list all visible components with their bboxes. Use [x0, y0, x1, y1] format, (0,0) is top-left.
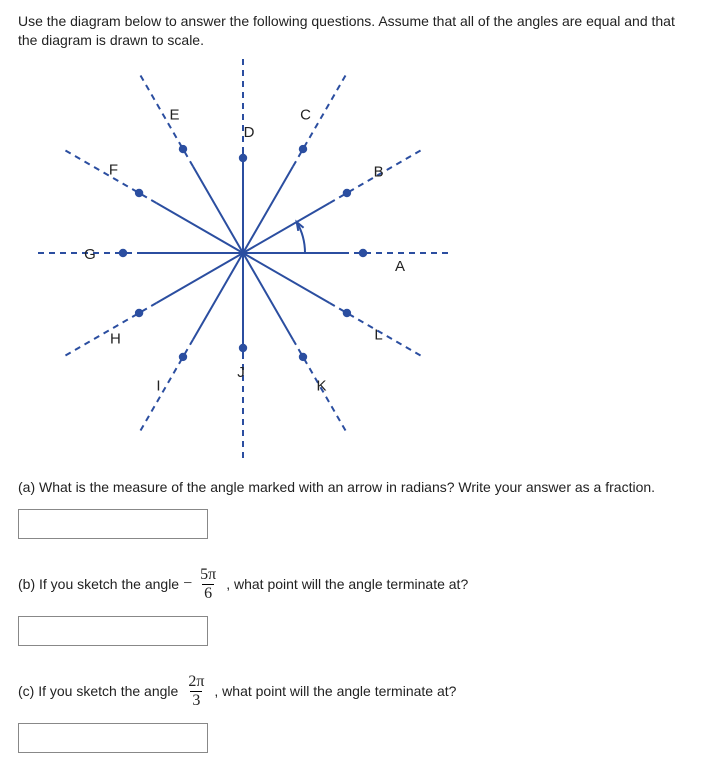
question-c-fraction: 2π 3	[186, 674, 206, 709]
question-c-num: 2π	[186, 674, 206, 691]
question-c-prefix: (c) If you sketch the angle	[18, 683, 178, 699]
svg-text:L: L	[374, 326, 382, 343]
question-c: (c) If you sketch the angle 2π 3 , what …	[18, 674, 695, 709]
svg-text:B: B	[374, 163, 384, 180]
question-a-text: (a) What is the measure of the angle mar…	[18, 479, 655, 495]
svg-text:A: A	[395, 258, 405, 275]
question-b-prefix: (b) If you sketch the angle	[18, 576, 179, 592]
question-b-den: 6	[202, 584, 214, 602]
question-b-num: 5π	[198, 567, 218, 584]
svg-text:H: H	[110, 330, 121, 347]
instructions-text: Use the diagram below to answer the foll…	[18, 12, 695, 50]
question-b-suffix: , what point will the angle terminate at…	[226, 576, 468, 592]
svg-text:E: E	[169, 106, 179, 123]
question-a: (a) What is the measure of the angle mar…	[18, 479, 695, 495]
svg-text:C: C	[300, 106, 311, 123]
angle-diagram: A B C D E F G H I J K L	[18, 58, 695, 461]
answer-b-input[interactable]	[18, 616, 208, 646]
question-b-sign: −	[183, 575, 192, 593]
svg-text:I: I	[156, 377, 160, 394]
question-b-fraction: 5π 6	[198, 567, 218, 602]
question-c-suffix: , what point will the angle terminate at…	[214, 683, 456, 699]
question-c-den: 3	[190, 691, 202, 709]
svg-text:D: D	[244, 124, 255, 141]
svg-text:K: K	[316, 377, 326, 394]
svg-text:F: F	[109, 161, 118, 178]
svg-text:G: G	[84, 246, 96, 263]
question-b: (b) If you sketch the angle − 5π 6 , wha…	[18, 567, 695, 602]
svg-text:J: J	[237, 364, 245, 381]
answer-a-input[interactable]	[18, 509, 208, 539]
